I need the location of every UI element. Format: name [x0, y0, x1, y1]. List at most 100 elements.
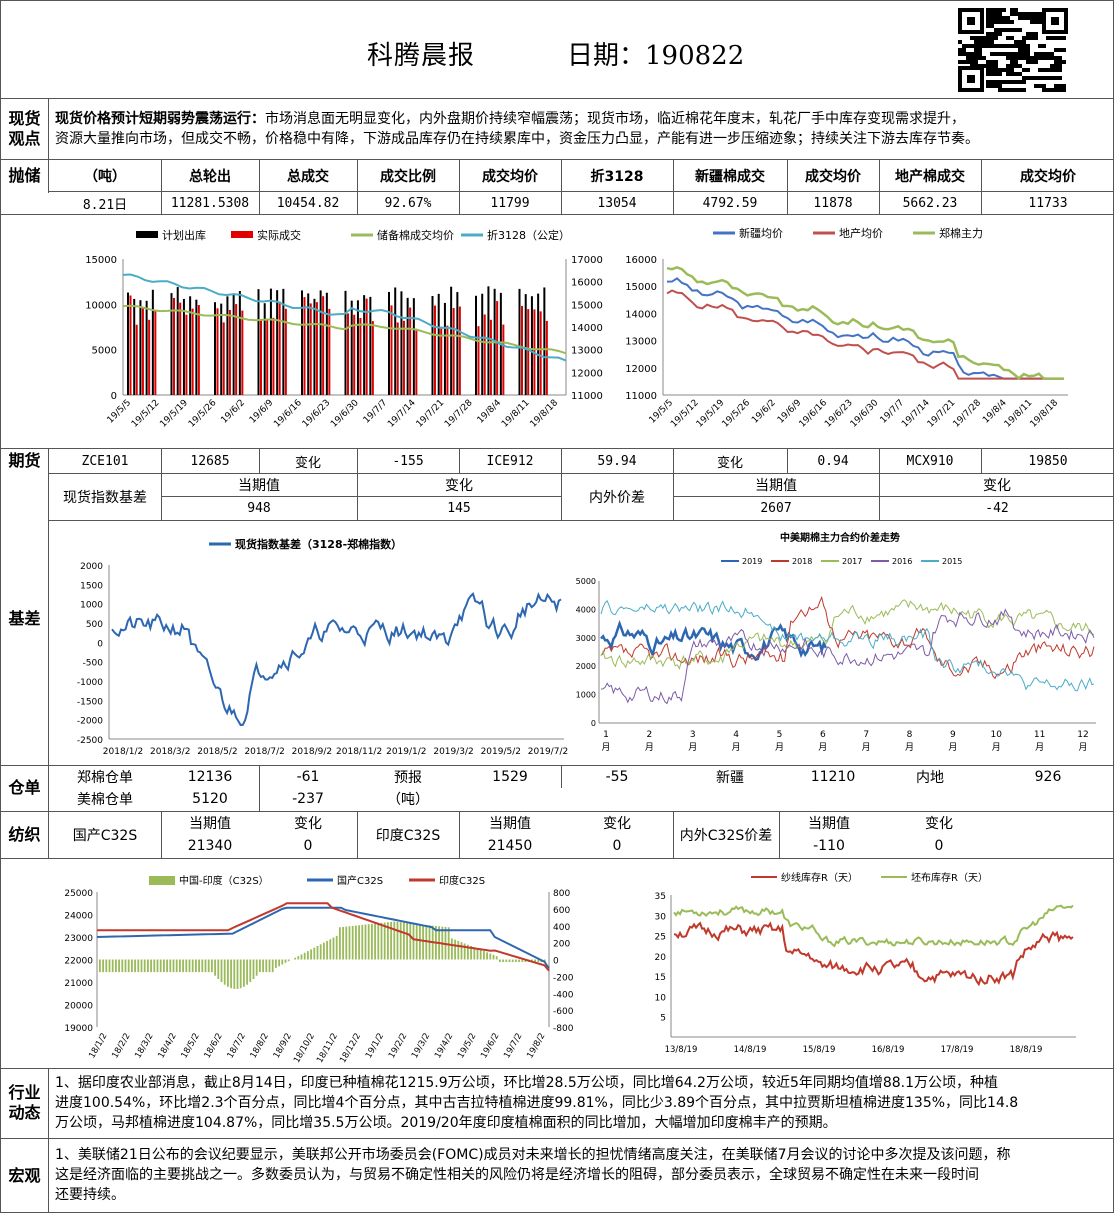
y-right-tick: 15000: [571, 300, 603, 311]
spread-change-header: 变化: [983, 478, 1011, 494]
x-tick: 1: [603, 730, 609, 740]
auction-header-6: 新疆棉成交: [695, 169, 765, 185]
bar-diff: [406, 922, 408, 960]
auction-value-6: 4792.59: [702, 195, 758, 211]
bar-actual: [409, 307, 412, 395]
bar-planned: [518, 288, 521, 395]
x-tick: 18/12/2: [338, 1032, 363, 1065]
auction-value-9: 11733: [1028, 195, 1068, 211]
warehouse-r1-8: 内地: [916, 770, 944, 786]
bar-diff: [220, 959, 223, 983]
bar-actual: [539, 311, 542, 395]
warehouse-r1-9: 926: [1034, 769, 1062, 785]
bar-planned: [524, 294, 527, 395]
bar-diff: [364, 924, 367, 960]
y-left-tick: 0: [111, 391, 117, 402]
bar-diff: [393, 921, 396, 960]
bar-diff: [268, 959, 271, 973]
bar-actual: [235, 304, 238, 395]
india-change-header: 变化: [603, 816, 631, 832]
x-tick: 19/7/21: [415, 398, 447, 430]
bar-planned: [400, 291, 403, 395]
y-tick: 2000: [576, 662, 596, 671]
bar-diff: [134, 959, 136, 973]
x-tick: 7: [863, 730, 869, 740]
x-tick: 19/7/2: [502, 1032, 524, 1061]
x-tick: 2019/1/2: [386, 747, 426, 757]
india-change-value: 0: [612, 838, 622, 854]
bar-diff: [265, 959, 268, 973]
y-tick: 20: [655, 953, 667, 963]
bar-actual: [222, 322, 225, 395]
y-left-tick: 23000: [64, 934, 93, 944]
bar-diff: [271, 959, 274, 973]
bar-planned: [350, 300, 353, 395]
warehouse-r2-3: （吨）: [387, 792, 429, 808]
x-tick: 13/8/19: [665, 1045, 698, 1055]
cotton-price-chart: 新疆均价 地产均价 郑棉主力 16000 15000 14000 13000 12000 110…: [625, 226, 1068, 430]
legend-label-0: 纱线库存R（天）: [781, 871, 858, 884]
warehouse-r2-1: 5120: [192, 791, 228, 807]
x-tick: 19/8/11: [500, 398, 532, 430]
bar-actual: [260, 319, 262, 395]
spread-change-value: -42: [985, 500, 1009, 516]
y-left-tick: 19000: [64, 1024, 93, 1034]
x-tick: 18/5/2: [179, 1032, 201, 1061]
y-tick: 500: [86, 620, 103, 630]
x-tick: 19/6/9: [248, 398, 276, 426]
bar-planned: [443, 302, 446, 395]
bar-actual: [309, 303, 312, 395]
x-tick: 2018/9/2: [292, 747, 332, 757]
bar-diff: [390, 921, 392, 960]
legend-label-2: 郑棉主力: [939, 226, 983, 240]
x-tick: 19/7/7: [362, 398, 390, 426]
y-left-tick: 21000: [64, 979, 93, 989]
x-tick-unit: 月: [818, 742, 827, 753]
auction-header-8: 地产棉成交: [895, 169, 965, 185]
futures-cell-3: -155: [392, 453, 424, 469]
x-tick: 12: [1077, 730, 1088, 740]
bar-diff: [419, 924, 421, 960]
basis-change-value: 145: [447, 500, 471, 516]
bar-diff: [505, 959, 508, 963]
legend-label-1: 实际成交: [257, 228, 301, 242]
y-tick: 5000: [576, 577, 596, 586]
y-right-tick: -200: [553, 973, 574, 983]
x-tick: 2018/7/2: [244, 747, 284, 757]
domestic-c32s-label: 国产C32S: [72, 828, 138, 844]
y-tick: -1000: [77, 678, 103, 688]
auction-chart: 计划出库 实际成交 储备棉成交均价 折3128（公定）1500010000500001…: [85, 228, 603, 430]
x-tick: 18/6/2: [203, 1032, 225, 1061]
c32s-spread-current-header: 当期值: [808, 816, 850, 832]
bar-diff: [508, 959, 511, 963]
bar-diff: [425, 924, 428, 960]
bar-diff: [303, 952, 306, 960]
bar-diff: [115, 959, 117, 973]
bar-diff: [259, 959, 261, 973]
bar-actual: [477, 326, 480, 395]
y-left-tick: 25000: [64, 889, 93, 899]
futures-cell-9: 19850: [1028, 453, 1068, 469]
bar-diff: [217, 959, 220, 980]
bar-diff: [111, 959, 114, 973]
legend-label-0: 中国-印度（C32S）: [179, 874, 269, 887]
bar-actual: [278, 301, 281, 395]
bar-diff: [316, 946, 319, 960]
bar-diff: [403, 922, 405, 960]
x-tick: 19/8/18: [529, 398, 561, 430]
series-2015: [600, 600, 1095, 692]
legend-label-1: 国产C32S: [337, 874, 383, 887]
bar-actual: [347, 313, 349, 395]
india-current-header: 当期值: [489, 816, 531, 832]
bar-diff: [159, 959, 162, 973]
bar-diff: [143, 959, 146, 973]
bar-actual: [527, 309, 530, 395]
c32s-spread-change-value: 0: [934, 838, 944, 854]
bar-diff: [374, 923, 376, 960]
x-tick: 19/5/26: [187, 398, 219, 430]
bar-planned: [282, 288, 285, 395]
x-tick: 2019/7/2: [528, 747, 568, 757]
bar-diff: [249, 959, 252, 983]
x-tick: 19/5/2: [456, 1032, 478, 1061]
